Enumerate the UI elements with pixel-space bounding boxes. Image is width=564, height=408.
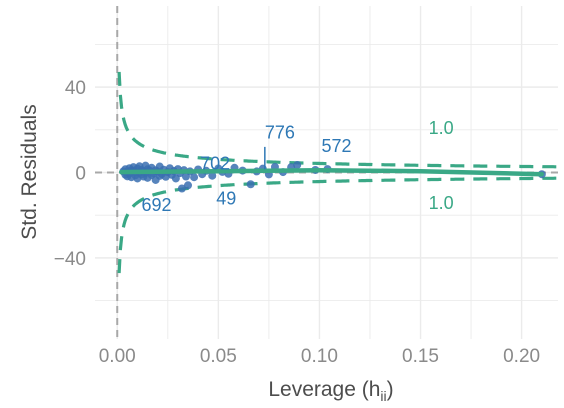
point-label-692: 692 (142, 195, 172, 215)
contour-label-upper: 1.0 (429, 118, 454, 138)
x-tick-label: 0.00 (99, 346, 136, 367)
smooth-line (119, 167, 545, 177)
y-tick-labels: −40 0 40 (54, 78, 86, 270)
data-point (184, 181, 193, 190)
cooks-contour-lower (117, 176, 557, 274)
data-point (190, 173, 199, 182)
point-annotations: 776 572 702 692 49 (142, 122, 352, 215)
data-point (208, 171, 217, 180)
data-point (246, 180, 255, 189)
cooks-distance-contours (117, 71, 557, 274)
point-label-49: 49 (216, 189, 236, 209)
data-point (293, 161, 302, 170)
x-axis-title: Leverage (hii) (268, 378, 393, 404)
y-axis-title: Std. Residuals (18, 104, 41, 239)
y-tick-label: 0 (75, 164, 86, 185)
point-label-702: 702 (200, 153, 230, 173)
x-tick-label: 0.20 (503, 346, 540, 367)
contour-label-lower: 1.0 (429, 193, 454, 213)
point-label-572: 572 (321, 136, 351, 156)
contour-labels: 1.0 1.0 (429, 118, 454, 213)
x-tick-label: 0.05 (200, 346, 237, 367)
cooks-contour-upper (117, 71, 557, 169)
data-point (177, 184, 186, 193)
y-tick-label: −40 (54, 249, 86, 270)
smooth-trend-line (119, 167, 545, 177)
y-tick-label: 40 (65, 78, 86, 99)
x-tick-label: 0.15 (402, 346, 439, 367)
x-tick-labels: 0.00 0.05 0.10 0.15 0.20 (99, 346, 540, 367)
point-label-776: 776 (265, 122, 295, 142)
x-tick-label: 0.10 (301, 346, 338, 367)
